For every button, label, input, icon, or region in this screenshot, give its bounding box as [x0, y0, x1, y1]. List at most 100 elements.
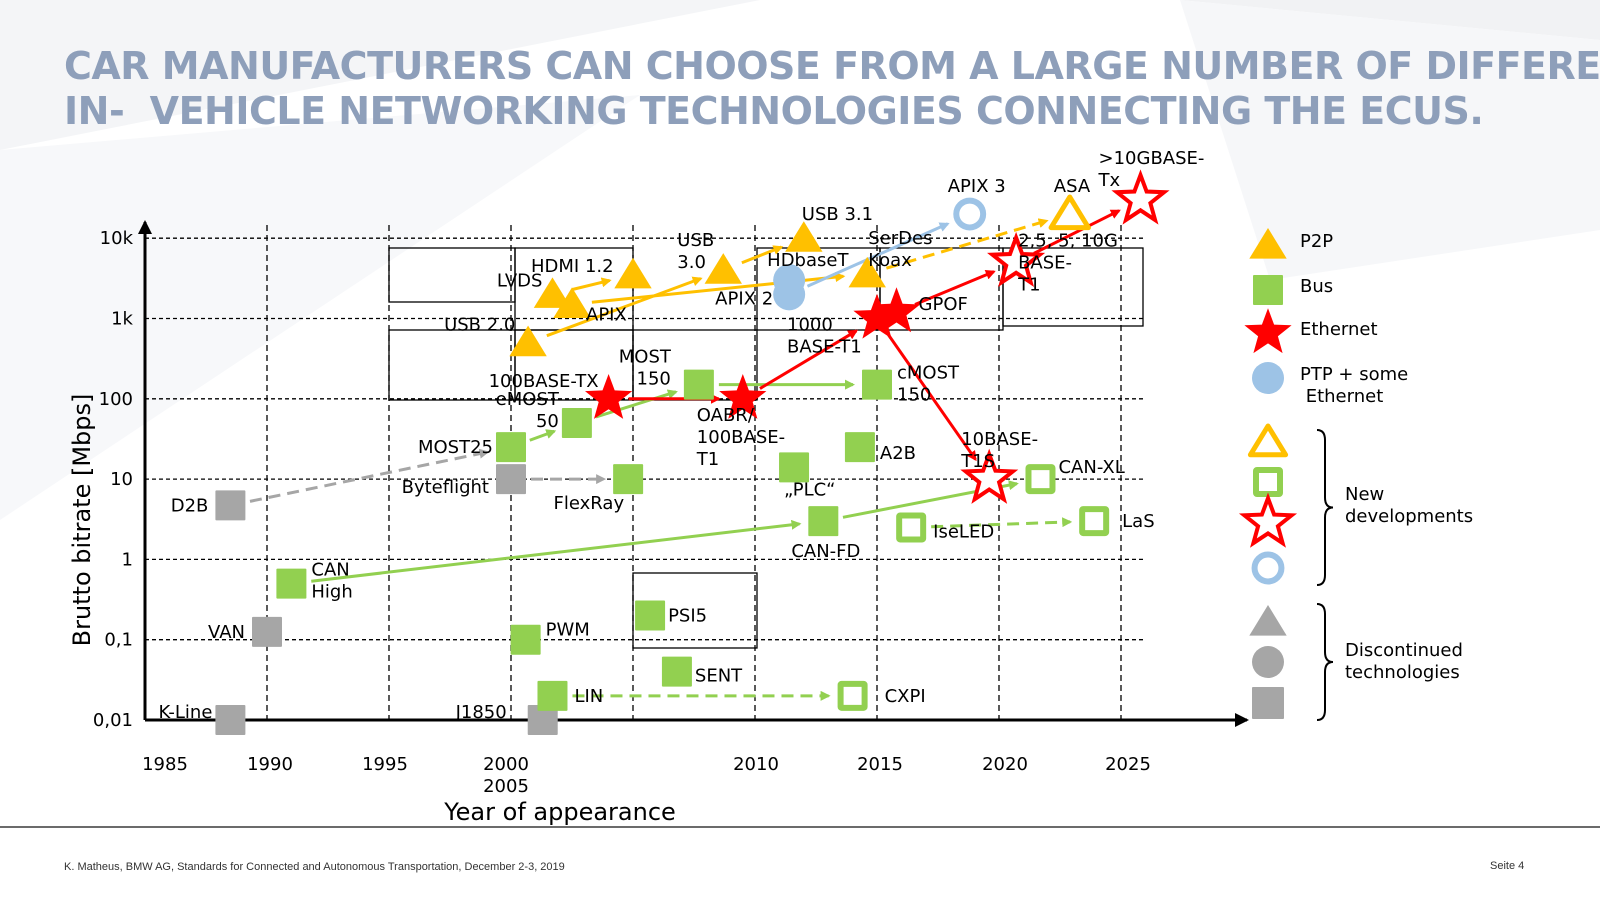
footer-citation: K. Matheus, BMW AG, Standards for Connec…	[64, 861, 565, 873]
legend-label: P2P	[1300, 231, 1333, 252]
evolution-arrow	[1033, 209, 1121, 255]
mark-apix-3	[953, 197, 987, 231]
point-label: HDbaseT	[767, 250, 849, 271]
mark-100base-tx	[585, 374, 633, 419]
y-tick-label: 1	[122, 549, 133, 570]
point-label: OABR/100BASE-T1	[696, 405, 785, 470]
x-tick-label: 1990	[247, 754, 293, 775]
mark-2-5-5-10g-base-t1	[987, 231, 1046, 288]
x-tick-label: 2000 2005	[483, 754, 529, 797]
mark-asa	[1048, 194, 1091, 231]
mark-oabr-100base-t1	[719, 374, 767, 419]
x-axis-label: Year of appearance	[443, 798, 676, 826]
y-tick-label: 0,01	[93, 710, 133, 731]
mark-usb-2-0	[509, 325, 547, 357]
point-label: LaS	[1122, 511, 1154, 532]
mark-lvds	[533, 277, 572, 308]
mark-usb-3-1	[785, 221, 823, 252]
point-label: USB 2.0	[444, 315, 515, 336]
mark-a2b	[844, 432, 875, 463]
evolution-arrow	[249, 448, 490, 503]
point-label: 1000 BASE-T1	[787, 315, 862, 358]
mark-usb-3-0	[704, 253, 742, 284]
point-label: FlexRay	[554, 493, 625, 514]
point-label: SerDes Koax	[868, 228, 932, 271]
evolution-arrow	[887, 334, 977, 462]
legend-label: PTP + some Ethernet	[1300, 364, 1408, 407]
point-label: PSI5	[668, 606, 707, 627]
point-label: CAN-FD	[791, 541, 860, 562]
y-tick-label: 100	[99, 389, 133, 410]
point-label: USB 3.0	[677, 230, 714, 273]
point-label: CAN-XL	[1058, 457, 1124, 478]
mark-sent	[661, 656, 692, 687]
mark-cxpi	[837, 680, 868, 711]
point-label: ASA	[1054, 176, 1091, 197]
legend-triangle-icon	[1249, 228, 1287, 259]
x-tick-label: 1995	[362, 754, 408, 775]
legend-brace-discontinued	[1316, 603, 1334, 721]
legend-label: Ethernet	[1300, 319, 1378, 340]
legend-new-triangle-icon	[1247, 423, 1289, 458]
legend-new-circle-icon	[1251, 551, 1285, 585]
mark-pwm	[510, 624, 541, 655]
point-label: cMOST 150	[897, 363, 960, 406]
evolution-arrow	[529, 429, 557, 442]
legend-group-label: Discontinued technologies	[1345, 640, 1463, 683]
mark-10base-t1s	[960, 448, 1019, 504]
mark-most-150	[683, 369, 714, 400]
mark-k-line	[215, 705, 246, 735]
footer-page-number: Seite 4	[1490, 860, 1525, 872]
mark-cmost-150	[862, 369, 892, 400]
point-label: >10GBASE-Tx	[1098, 148, 1205, 191]
chart-marks	[215, 169, 1170, 735]
title-line-1: CAR MANUFACTURERS CAN CHOOSE FROM A LARG…	[64, 44, 1600, 88]
x-tick-label: 2015	[857, 754, 903, 775]
y-tick-label: 0,1	[104, 630, 133, 651]
mark-serdes-koax	[848, 256, 886, 288]
legend-discontinued-circle-icon	[1252, 646, 1284, 678]
y-tick-label: 10	[110, 469, 133, 490]
slide-title: CAR MANUFACTURERS CAN CHOOSE FROM A LARG…	[64, 44, 1600, 134]
point-label: CAN High	[311, 560, 352, 603]
x-tick-label: 1985	[142, 754, 188, 775]
legend-circle-icon	[1252, 362, 1284, 394]
point-label: MOST 150	[619, 347, 672, 390]
point-label: LVDS	[497, 270, 543, 291]
point-label: VAN	[208, 622, 245, 643]
legend-square-icon	[1253, 275, 1283, 305]
mark-hdmi-1-2	[614, 257, 652, 289]
y-tick-label: 10k	[100, 228, 134, 249]
x-tick-label: 2020	[982, 754, 1028, 775]
title-line-2: IN- VEHICLE NETWORKING TECHNOLOGIES CONN…	[64, 89, 1484, 133]
point-label: PWM	[546, 620, 590, 641]
evolution-arrow	[546, 276, 703, 338]
point-label: APIX 2	[715, 288, 773, 309]
mark-d2b	[215, 490, 246, 521]
point-label: SENT	[695, 666, 743, 687]
point-label: A2B	[880, 443, 916, 464]
legend-label: Bus	[1300, 276, 1333, 297]
mark-can-high	[276, 568, 307, 599]
point-label: Byteflight	[402, 477, 489, 498]
mark-byteflight	[496, 464, 526, 495]
point-label: HDMI 1.2	[531, 256, 614, 277]
point-label: GPOF	[919, 294, 968, 315]
region-box	[632, 572, 758, 649]
mark-iseled	[896, 512, 927, 543]
point-label: 2,5, 5, 10G BASE-T1	[1017, 230, 1118, 295]
evolution-arrow	[759, 329, 859, 390]
mark-can-xl	[1025, 464, 1056, 495]
region-box	[514, 247, 634, 331]
point-label: 10BASE-T1S	[960, 429, 1038, 472]
y-axis-label: Brutto bitrate [Mbps]	[68, 394, 96, 647]
point-label: IseLED	[933, 521, 994, 542]
mark-las	[1079, 506, 1110, 537]
point-label: MOST25	[418, 437, 493, 458]
evolution-arrow	[914, 270, 996, 306]
mark-plc	[779, 452, 810, 483]
chart-legend: P2P Bus Ethernet PTP + some Ethernet New deve…	[1238, 228, 1473, 721]
point-label: LIN	[574, 686, 603, 707]
